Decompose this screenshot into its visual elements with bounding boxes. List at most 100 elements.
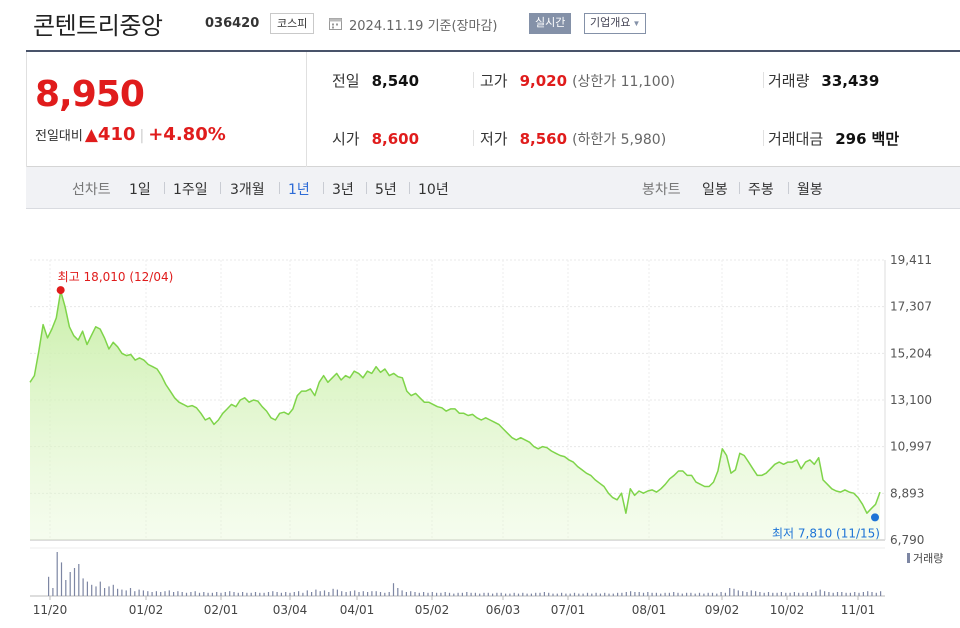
volume-bar — [388, 592, 390, 596]
volume-bar — [134, 591, 136, 596]
realtime-button[interactable]: 실시간 — [529, 13, 572, 34]
divider — [366, 182, 367, 194]
volume-bar — [190, 592, 192, 596]
tab-1y[interactable]: 1년 — [288, 182, 310, 198]
volume-bar — [591, 593, 593, 596]
tab-daily[interactable]: 일봉 — [702, 182, 728, 198]
y-tick-label: 13,100 — [890, 393, 932, 407]
volume-bar — [173, 592, 175, 596]
volume-bar — [703, 593, 705, 596]
volume-bar — [155, 591, 157, 596]
x-tick-label: 07/01 — [551, 603, 586, 617]
volume-bar — [367, 592, 369, 596]
volume-bar — [767, 592, 770, 596]
tab-10y[interactable]: 10년 — [418, 182, 449, 198]
divider — [763, 72, 764, 88]
tab-3y[interactable]: 3년 — [332, 182, 354, 198]
y-tick-label: 10,997 — [890, 440, 932, 454]
volume-bar — [138, 589, 140, 596]
volume-bar — [444, 592, 446, 596]
volume-bar — [806, 592, 808, 596]
lower-limit-label: 하한가 — [577, 131, 617, 148]
high-annotation: 최고 18,010 (12/04) — [58, 270, 174, 284]
volume-bar — [867, 591, 869, 596]
calendar-icon — [329, 18, 342, 30]
volume-bar — [311, 592, 313, 596]
volume-bar — [315, 589, 317, 596]
volume-bar — [168, 590, 170, 596]
volume-bar — [427, 592, 429, 596]
chevron-down-icon: ▼ — [632, 19, 641, 28]
volume-bar — [569, 593, 571, 596]
tab-3m[interactable]: 3개월 — [230, 182, 265, 198]
volume-bar — [289, 592, 291, 596]
upper-limit: (상한가 11,100) — [572, 73, 676, 90]
company-info-dropdown[interactable]: 기업개요 ▼ — [584, 13, 647, 34]
trade-value-amount: 296 — [835, 129, 867, 148]
volume-bar — [328, 592, 330, 596]
volume-bar — [246, 592, 248, 596]
price-area-fill — [30, 291, 880, 540]
volume-bar — [216, 592, 218, 596]
volume-bar — [336, 589, 338, 596]
volume-bar — [418, 592, 420, 596]
volume-bar — [828, 592, 830, 596]
volume-bar — [379, 592, 382, 596]
tab-1d[interactable]: 1일 — [129, 182, 151, 198]
volume-bar — [802, 592, 804, 596]
open-value: 8,600 — [371, 129, 420, 148]
tab-weekly[interactable]: 주봉 — [748, 182, 774, 198]
tab-5y[interactable]: 5년 — [375, 182, 397, 198]
low-price: 저가 8,560 (하한가 5,980) — [480, 110, 666, 167]
volume-bar — [69, 572, 71, 596]
volume-bar — [405, 592, 407, 596]
company-info-label: 기업개요 — [590, 17, 631, 29]
volume-bar — [233, 592, 235, 596]
volume-bar — [845, 592, 847, 596]
volume-bar — [229, 591, 231, 596]
open-price: 시가 8,600 — [332, 110, 419, 167]
volume-bar — [634, 592, 636, 596]
volume-bar — [108, 586, 110, 596]
trade-value-label: 거래대금 — [768, 130, 824, 148]
volume-bar — [185, 592, 188, 596]
x-tick-label: 04/01 — [340, 603, 375, 617]
volume-bar — [854, 592, 856, 596]
tab-1w[interactable]: 1주일 — [173, 182, 208, 198]
volume-bar — [729, 588, 731, 596]
volume-bar — [95, 586, 97, 596]
volume-bar — [707, 592, 709, 596]
volume-bar — [440, 592, 442, 596]
volume-bar — [617, 592, 619, 596]
volume-bar — [112, 584, 114, 596]
low-point-marker — [871, 513, 879, 522]
divider — [473, 72, 474, 88]
volume-bar — [759, 592, 761, 596]
x-tick-label: 03/04 — [273, 603, 308, 617]
lower-limit-value: 5,980 — [620, 131, 661, 148]
low-value: 8,560 — [519, 129, 568, 148]
volume-bar — [694, 593, 696, 596]
y-tick-label: 19,411 — [890, 253, 932, 267]
volume-bar — [254, 592, 257, 596]
volume-bar — [724, 592, 726, 596]
x-tick-label: 01/02 — [129, 603, 164, 617]
volume-bar — [194, 591, 196, 596]
volume-bar — [401, 590, 403, 596]
volume-bar — [125, 590, 127, 596]
volume-bar — [681, 593, 683, 596]
volume-bar — [302, 592, 304, 596]
volume-bar — [638, 592, 640, 596]
volume-bar — [48, 576, 50, 596]
volume-bar — [599, 593, 601, 596]
volume-bar — [177, 591, 179, 596]
volume-legend-label: 거래량 — [913, 552, 943, 565]
change-amount: 410 — [97, 124, 136, 145]
volume-bar — [772, 592, 774, 596]
volume-bar — [586, 592, 589, 596]
lower-limit: (하한가 5,980) — [572, 131, 667, 148]
tab-monthly[interactable]: 월봉 — [797, 182, 823, 198]
volume-bar — [793, 592, 795, 596]
chart-labels: 19,411 17,307 15,204 13,100 10,997 8,893 6,790… — [33, 253, 944, 617]
trade-value: 거래대금 296 백만 — [768, 110, 899, 167]
